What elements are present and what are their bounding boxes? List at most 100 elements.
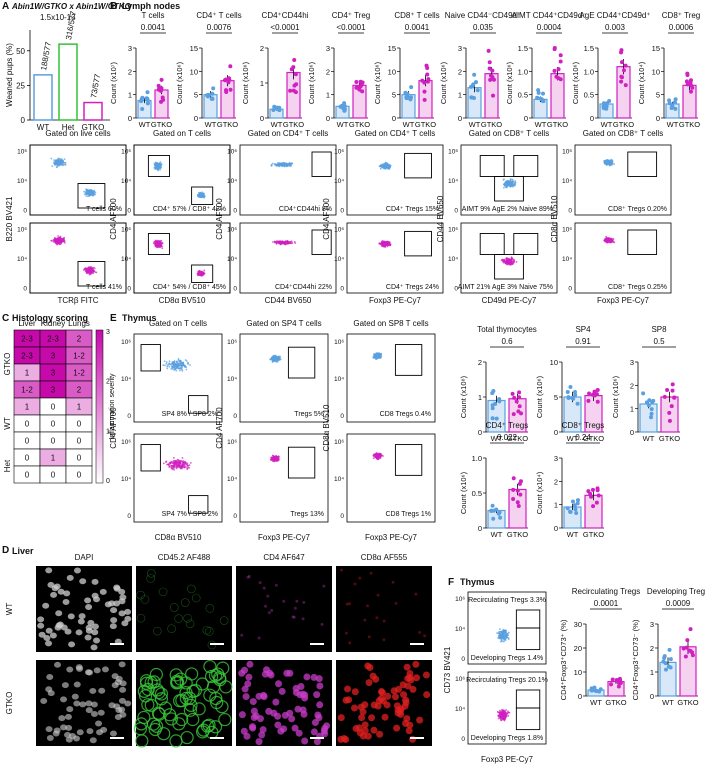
b-3-title: CD4⁺ Treg bbox=[332, 11, 370, 20]
panel-b-title: Lymph nodes bbox=[122, 1, 181, 11]
b-7-ytick-label: 0 bbox=[590, 114, 594, 123]
b-6-ylabel: Count (x10⁶) bbox=[505, 61, 514, 104]
b-1-ytick-label: 0 bbox=[194, 114, 198, 123]
b-2-title: CD4⁺CD44hi bbox=[262, 11, 309, 20]
f-flow-wt-gate2 bbox=[515, 627, 541, 651]
b-2-ylabel: Count (x10⁶) bbox=[241, 61, 250, 104]
b-flow-0-wt-event bbox=[54, 163, 56, 166]
b-1-ytick-label: 10 bbox=[190, 67, 198, 76]
b-4-ytick-label: 0 bbox=[392, 114, 396, 123]
b-3-dot-wt bbox=[342, 108, 347, 113]
b-5-ytick-label: 3 bbox=[458, 44, 462, 53]
b-flow-0-wt-ytick-label: 10⁴ bbox=[17, 178, 27, 185]
f-flow-ko-event bbox=[497, 717, 500, 720]
b-8-dot-ko bbox=[690, 85, 695, 90]
f-flow-wt-ytick-label: 0 bbox=[461, 656, 465, 663]
b-6-pvalue: 0.0004 bbox=[537, 23, 562, 32]
b-flow-0-wt-event bbox=[91, 192, 94, 194]
b-flow-0-ko-event bbox=[53, 239, 55, 242]
b-3-xlabel-wt: WT bbox=[337, 120, 349, 129]
b-0-ytick-label: 3 bbox=[128, 44, 132, 53]
b-2-dot-ko bbox=[292, 83, 297, 88]
b-1-dot-ko bbox=[228, 87, 233, 92]
b-8-dot-wt bbox=[669, 103, 674, 108]
b-flow-0-wt-event bbox=[51, 165, 54, 168]
f-flow-wt-event bbox=[506, 633, 509, 636]
a-bar-het bbox=[58, 43, 78, 121]
b-5-dot-ko bbox=[487, 66, 492, 71]
f-flow-wt-event bbox=[503, 636, 505, 639]
b-flow-0-wt-ytick-label: 10⁶ bbox=[17, 149, 27, 156]
b-7-ytick-label: 1.0 bbox=[584, 67, 594, 76]
b-flow-0-wt-event bbox=[58, 159, 61, 162]
b-8-dot-ko bbox=[688, 78, 693, 83]
b-1-dot-wt bbox=[211, 86, 216, 91]
b-6-ytick-label: 1.5 bbox=[518, 44, 528, 53]
b-4-ytick-label: 15 bbox=[388, 44, 396, 53]
b-6-dot-wt bbox=[541, 91, 546, 96]
b-8-xlabel-ko: GTKO bbox=[679, 120, 700, 129]
f-flow-wt-event bbox=[507, 636, 510, 639]
b-3-dot-ko bbox=[354, 85, 359, 90]
b-4-title: CD8⁺ T cells bbox=[394, 11, 439, 20]
b-2-dot-ko bbox=[292, 58, 297, 63]
f-flow-wt-label1: Recirculating Tregs 3.3% bbox=[468, 597, 546, 604]
b-0-dot-wt bbox=[145, 100, 150, 105]
b-flow-0-wt-event bbox=[62, 164, 64, 167]
b-0-ytick-label: 2 bbox=[128, 67, 132, 76]
b-1-xlabel-wt: WT bbox=[205, 120, 217, 129]
b-8-dot-ko bbox=[685, 82, 690, 87]
b-flow-0-wt-event bbox=[85, 195, 88, 197]
b-flow-0-wt-event bbox=[60, 158, 63, 160]
b-8-title: CD8⁺ Treg bbox=[662, 11, 700, 20]
b-1-dot-ko bbox=[223, 77, 228, 82]
b-8-pvalue: 0.0006 bbox=[669, 23, 694, 32]
b-3-dot-ko bbox=[358, 79, 363, 84]
b-8-xlabel-wt: WT bbox=[667, 120, 679, 129]
b-flow-0-wt-event bbox=[56, 166, 59, 169]
panel-a-title: Abin1W/GTKO x Abin1W/GTKO bbox=[12, 2, 131, 11]
b-1-dot-wt bbox=[205, 93, 210, 98]
b-1-xlabel-ko: GTKO bbox=[217, 120, 238, 129]
b-4-dot-wt bbox=[408, 97, 413, 102]
b-1-ytick-label: 15 bbox=[190, 44, 198, 53]
b-1-ytick-label: 5 bbox=[194, 91, 198, 100]
a-xtick-label: Het bbox=[62, 123, 75, 132]
b-2-dot-ko bbox=[289, 67, 294, 72]
f-flow-wt-event bbox=[500, 638, 503, 641]
b-flow-0-wt-event bbox=[89, 189, 92, 192]
b-flow-0-wt-event bbox=[89, 194, 92, 196]
b-1-dot-wt bbox=[210, 91, 215, 96]
b-8-dot-wt bbox=[673, 106, 678, 111]
b-0-dot-ko bbox=[158, 88, 163, 93]
b-1-dot-ko bbox=[224, 89, 229, 94]
b-2-dot-wt bbox=[275, 106, 280, 111]
b-4-ylabel: Count (x10⁶) bbox=[373, 61, 382, 104]
b-0-ylabel: Count (x10⁷) bbox=[109, 62, 118, 104]
f-flow-wt-event bbox=[497, 632, 500, 635]
b-2-ytick-label: 0 bbox=[260, 114, 264, 123]
b-flow-0-ko-event bbox=[58, 243, 61, 246]
b-5-dot-ko bbox=[488, 77, 493, 82]
panel-a-pvalue: 1.5x10-13 bbox=[40, 13, 76, 22]
f-flow-ko-event bbox=[507, 714, 510, 717]
b-flow-0-wt-event bbox=[64, 164, 67, 166]
b-2-xlabel-ko: GTKO bbox=[283, 120, 304, 129]
a-bar-annotation: 73/577 bbox=[89, 73, 102, 99]
b-flow-0-ko-event bbox=[52, 240, 55, 243]
b-5-dot-wt bbox=[469, 95, 474, 100]
b-6-dot-ko bbox=[558, 59, 563, 64]
b-4-dot-ko bbox=[425, 79, 430, 84]
b-2-dot-ko bbox=[293, 90, 298, 95]
a-ytick-label: 25 bbox=[16, 81, 25, 90]
b-3-dot-ko bbox=[360, 89, 365, 94]
b-7-ytick-label: 1.5 bbox=[584, 44, 594, 53]
b-0-pvalue: 0.0041 bbox=[141, 23, 166, 32]
b-7-dot-ko bbox=[621, 68, 626, 73]
b-flow-0-wt-gate bbox=[77, 183, 106, 209]
f-flow-wt-gate1 bbox=[515, 609, 541, 629]
b-5-dot-wt bbox=[473, 80, 478, 85]
f-flow-ko-event bbox=[506, 711, 509, 714]
